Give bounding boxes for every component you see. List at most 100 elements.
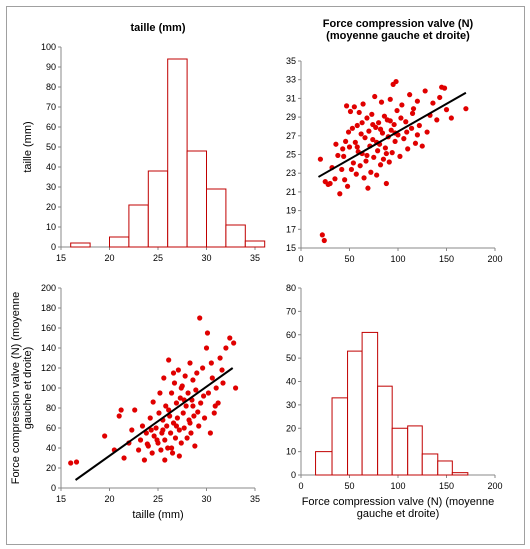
- scatter-point: [118, 407, 124, 413]
- y-tick-label: 10: [46, 222, 56, 232]
- scatter-point: [381, 113, 388, 119]
- trend-line: [74, 367, 234, 481]
- scatter-point: [332, 176, 338, 182]
- scatter-point: [383, 180, 389, 187]
- scatter-point: [73, 459, 80, 465]
- scatter-point: [190, 377, 196, 383]
- histogram-bar: [437, 460, 453, 476]
- scatter-point: [176, 427, 182, 433]
- x-tick-label: 15: [56, 253, 66, 263]
- chart-title: taille (mm): [130, 22, 185, 34]
- y-tick-label: 33: [286, 75, 296, 85]
- scatter-point: [437, 94, 443, 101]
- scatter-point: [399, 102, 405, 108]
- y-tick-label: 60: [286, 330, 296, 340]
- scatter-point: [358, 131, 364, 137]
- scatter-point: [378, 99, 385, 105]
- scatter-point: [196, 423, 202, 429]
- scatter-point: [370, 136, 376, 143]
- scatter-point: [181, 425, 187, 431]
- scatter-point: [364, 152, 370, 159]
- scatter-point: [168, 430, 174, 436]
- y-tick-label: 30: [286, 400, 296, 410]
- y-tick-label: 120: [41, 363, 56, 373]
- y-tick-label: 180: [41, 303, 56, 313]
- scatter-point: [171, 380, 178, 386]
- scatter-point: [194, 370, 200, 376]
- chart-panel-hist-force: 0 10 20 30 40 50 60 70 80 0 50 100 150 200 Force compr…: [286, 283, 503, 520]
- scatter-point: [164, 423, 170, 429]
- scatter-point: [233, 385, 239, 391]
- y-tick-label: 17: [286, 224, 296, 234]
- scatter-point: [207, 430, 213, 436]
- scatter-point: [153, 425, 159, 431]
- scatter-point: [169, 450, 176, 456]
- scatter-point: [187, 420, 193, 426]
- histogram-bar: [331, 397, 349, 476]
- scatter-point: [337, 191, 343, 197]
- x-tick-label: 50: [344, 481, 354, 491]
- histogram-bar: [225, 224, 246, 248]
- y-tick-label: 27: [286, 131, 296, 141]
- y-tick-label: 0: [51, 242, 56, 252]
- scatter-point: [376, 120, 382, 126]
- scatter-point: [344, 183, 351, 189]
- scatter-point: [416, 122, 422, 129]
- scatter-point: [352, 139, 358, 145]
- chart-title-line: (moyenne gauche et droite): [326, 30, 470, 42]
- scatter-point: [343, 103, 350, 109]
- y-tick-label: 0: [291, 470, 296, 480]
- scatter-point: [157, 390, 163, 396]
- scatter-point: [198, 400, 204, 406]
- scatter-point: [391, 121, 397, 128]
- scatter-point: [223, 345, 229, 351]
- scatter-point: [371, 154, 377, 160]
- scatter-point: [219, 367, 225, 373]
- scatter-point: [448, 115, 454, 121]
- x-tick-label: 30: [201, 253, 211, 263]
- scatter-point: [174, 415, 180, 421]
- scatter-point: [68, 460, 74, 466]
- x-tick-label: 20: [104, 494, 114, 504]
- scatter-point: [319, 232, 325, 238]
- scatter-point: [414, 132, 420, 138]
- histogram-bar: [167, 58, 188, 248]
- x-axis-label: taille (mm): [132, 509, 183, 521]
- scatter-point: [375, 148, 381, 154]
- chart-panel-scatter-taille-vs-force: 0 20 40 60 80 100 120 140 160 180 200 15 20 25 30 35 tai…: [10, 283, 260, 521]
- scatter-point: [392, 138, 398, 145]
- y-tick-label: 70: [46, 102, 56, 112]
- scatter-point: [160, 427, 166, 433]
- scatter-point: [184, 435, 190, 441]
- scatter-point: [170, 370, 177, 376]
- scatter-point: [211, 410, 217, 416]
- scatter-point: [150, 399, 156, 405]
- histogram-bar: [315, 451, 333, 476]
- scatter-point: [212, 403, 218, 409]
- chart-title-line: Force compression valve (N): [323, 18, 474, 30]
- scatter-point: [347, 108, 354, 115]
- scatter-point: [168, 390, 175, 396]
- histogram-bar: [451, 472, 469, 476]
- y-axis-label: taille (mm): [22, 121, 34, 172]
- x-tick-label: 30: [201, 494, 211, 504]
- scatter-point: [148, 427, 154, 433]
- scatter-point: [424, 129, 430, 135]
- scatter-point: [213, 385, 219, 391]
- x-tick-label: 100: [390, 481, 405, 491]
- scatter-point: [137, 437, 144, 443]
- y-tick-label: 70: [286, 306, 296, 316]
- scatter-point: [178, 440, 184, 446]
- scatter-point: [360, 101, 366, 107]
- scatter-point: [389, 150, 395, 156]
- scatter-point: [340, 146, 346, 152]
- scatter-point: [165, 445, 171, 451]
- scatter-point: [209, 375, 215, 381]
- scatter-point: [141, 457, 148, 463]
- scatter-point: [393, 78, 399, 85]
- scatter-point: [414, 98, 420, 104]
- scatter-point: [351, 104, 357, 110]
- scatter-point: [321, 237, 327, 244]
- scatter-point: [162, 457, 168, 463]
- x-tick-label: 15: [56, 494, 66, 504]
